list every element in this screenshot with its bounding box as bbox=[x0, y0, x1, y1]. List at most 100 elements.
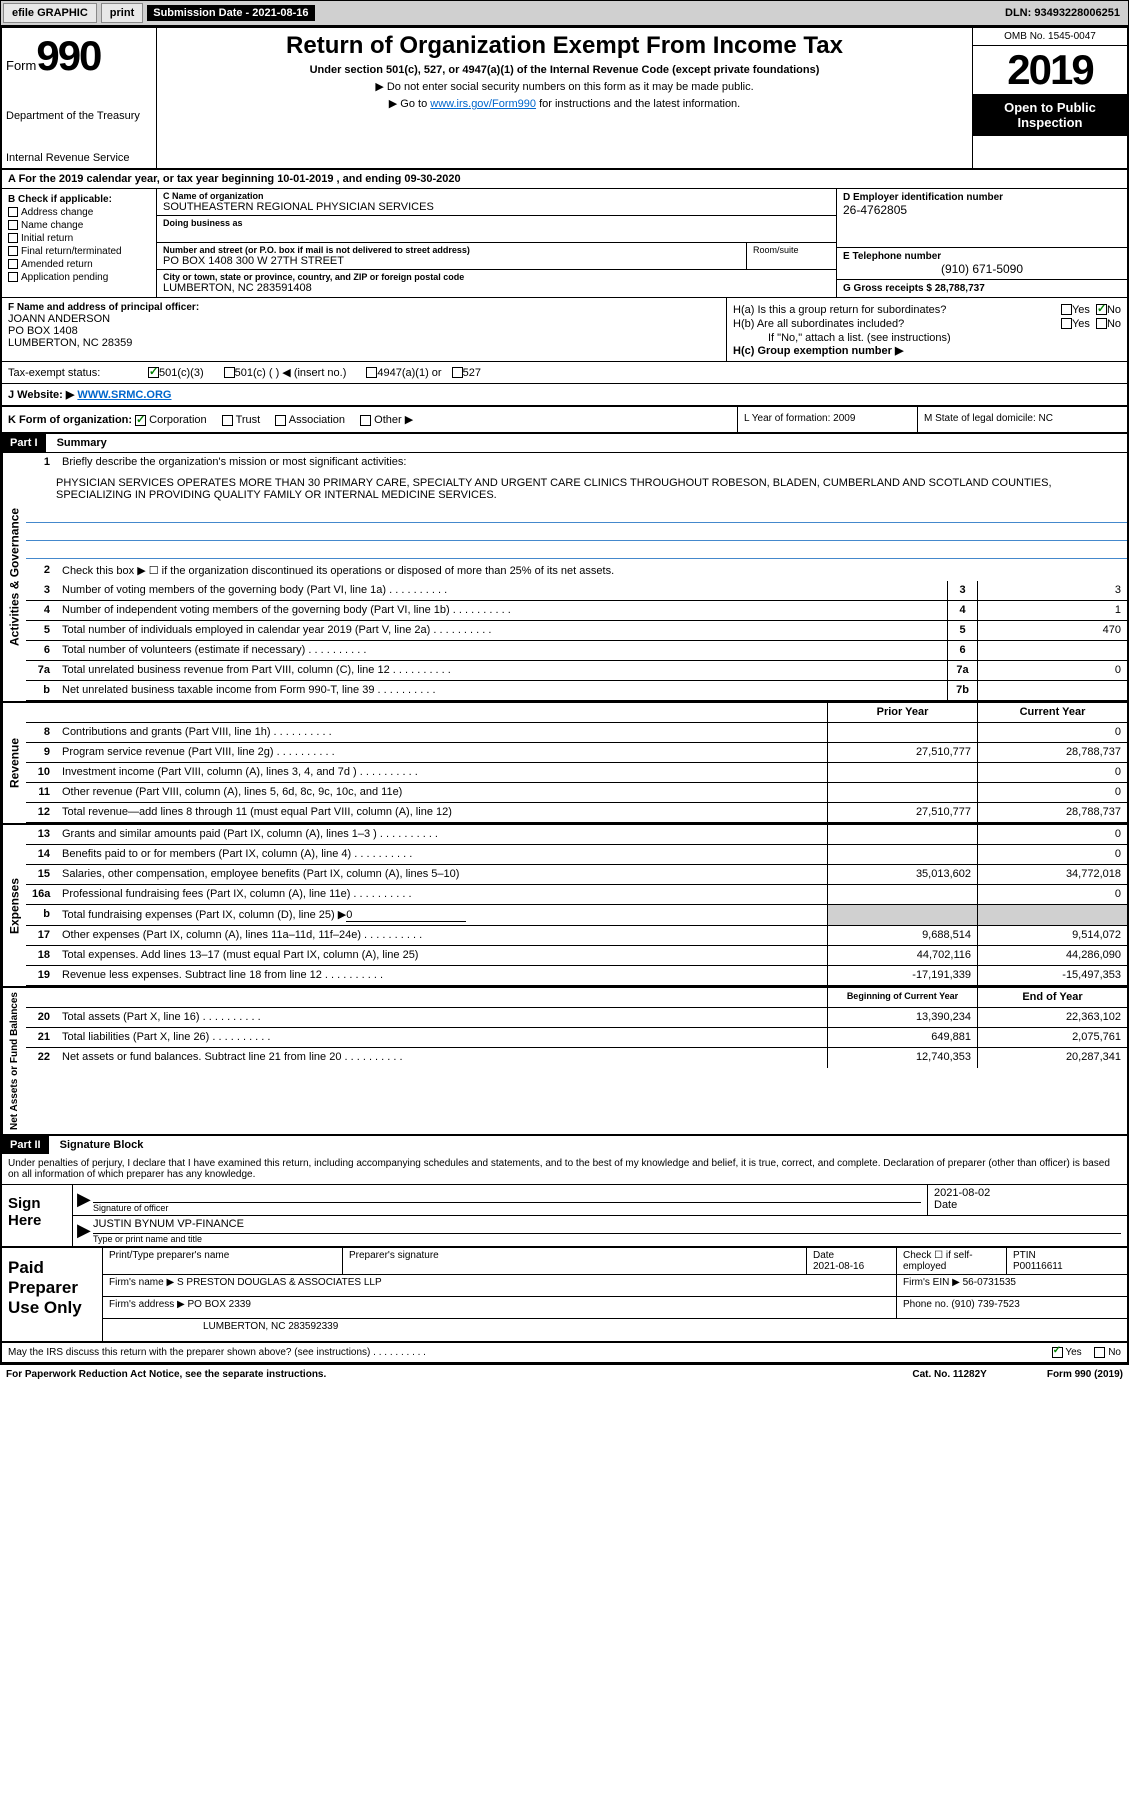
lbl-yes2: Yes bbox=[1072, 318, 1090, 330]
l7a-desc: Total unrelated business revenue from Pa… bbox=[56, 661, 947, 680]
print-button[interactable]: print bbox=[101, 3, 143, 23]
firm-addr2: LUMBERTON, NC 283592339 bbox=[103, 1319, 1127, 1341]
discuss-row: May the IRS discuss this return with the… bbox=[2, 1343, 1127, 1362]
part1-header-row: Part I Summary bbox=[2, 434, 1127, 453]
box-m: M State of legal domicile: NC bbox=[917, 407, 1127, 432]
ein-label: D Employer identification number bbox=[843, 192, 1121, 203]
l14-curr: 0 bbox=[977, 845, 1127, 864]
hc-text: H(c) Group exemption number ▶ bbox=[733, 344, 1121, 357]
box-b: B Check if applicable: Address change Na… bbox=[2, 189, 157, 297]
lbl-name-change: Name change bbox=[21, 220, 83, 231]
firm-name-label: Firm's name ▶ bbox=[109, 1277, 174, 1288]
efile-button[interactable]: efile GRAPHIC bbox=[3, 3, 97, 23]
l7b-desc: Net unrelated business taxable income fr… bbox=[56, 681, 947, 700]
cb-address[interactable] bbox=[8, 207, 18, 217]
lbl-other: Other ▶ bbox=[374, 414, 413, 426]
lbl-address-change: Address change bbox=[21, 207, 93, 218]
cb-pending[interactable] bbox=[8, 272, 18, 282]
lbl-4947: 4947(a)(1) or bbox=[377, 367, 441, 379]
header-right: OMB No. 1545-0047 2019 Open to Public In… bbox=[972, 28, 1127, 168]
l9-prior: 27,510,777 bbox=[827, 743, 977, 762]
discuss-yes-lbl: Yes bbox=[1065, 1347, 1081, 1358]
top-bar: efile GRAPHIC print Submission Date - 20… bbox=[0, 0, 1129, 26]
tel-value: (910) 671-5090 bbox=[843, 262, 1121, 276]
cb-4947[interactable] bbox=[366, 367, 377, 378]
header-center: Return of Organization Exempt From Incom… bbox=[157, 28, 972, 168]
type-name-label: Type or print name and title bbox=[93, 1234, 1121, 1244]
ha-yes[interactable] bbox=[1061, 304, 1072, 315]
cb-501c[interactable] bbox=[224, 367, 235, 378]
summary-netassets: Net Assets or Fund Balances Beginning of… bbox=[2, 988, 1127, 1136]
discuss-yes[interactable] bbox=[1052, 1347, 1063, 1358]
eoy-hdr: End of Year bbox=[977, 988, 1127, 1007]
lbl-trust: Trust bbox=[236, 414, 261, 426]
l18-prior: 44,702,116 bbox=[827, 946, 977, 965]
l5-val: 470 bbox=[977, 621, 1127, 640]
box-k: K Form of organization: Corporation Trus… bbox=[2, 407, 737, 432]
l19-desc: Revenue less expenses. Subtract line 18 … bbox=[56, 966, 827, 985]
date-label: Date bbox=[934, 1199, 1121, 1211]
l18-desc: Total expenses. Add lines 13–17 (must eq… bbox=[56, 946, 827, 965]
sign-here-row: Sign Here ▶ Signature of officer 2021-08… bbox=[2, 1184, 1127, 1246]
cb-other[interactable] bbox=[360, 415, 371, 426]
cb-amended[interactable] bbox=[8, 259, 18, 269]
officer-addr2: LUMBERTON, NC 28359 bbox=[8, 337, 720, 349]
l3-val: 3 bbox=[977, 581, 1127, 600]
l9-desc: Program service revenue (Part VIII, line… bbox=[56, 743, 827, 762]
summary-expenses: Expenses 13Grants and similar amounts pa… bbox=[2, 825, 1127, 988]
cb-final[interactable] bbox=[8, 246, 18, 256]
phone-label: Phone no. bbox=[903, 1299, 949, 1310]
officer-label: F Name and address of principal officer: bbox=[8, 302, 720, 313]
cb-initial[interactable] bbox=[8, 233, 18, 243]
l17-prior: 9,688,514 bbox=[827, 926, 977, 945]
summary-revenue: Revenue Prior YearCurrent Year 8Contribu… bbox=[2, 703, 1127, 825]
part1-title: Summary bbox=[49, 437, 107, 449]
sig-date: 2021-08-02 bbox=[934, 1187, 1121, 1199]
hb-yes[interactable] bbox=[1061, 318, 1072, 329]
l10-desc: Investment income (Part VIII, column (A)… bbox=[56, 763, 827, 782]
irs-link[interactable]: www.irs.gov/Form990 bbox=[430, 98, 536, 110]
hb-no[interactable] bbox=[1096, 318, 1107, 329]
form-number: 990 bbox=[36, 32, 100, 80]
firm-name: S PRESTON DOUGLAS & ASSOCIATES LLP bbox=[177, 1277, 382, 1288]
ha-no[interactable] bbox=[1096, 304, 1107, 315]
officer-addr1: PO BOX 1408 bbox=[8, 325, 720, 337]
period-row: A For the 2019 calendar year, or tax yea… bbox=[2, 170, 1127, 189]
open-public: Open to Public Inspection bbox=[973, 94, 1127, 136]
website-link[interactable]: WWW.SRMC.ORG bbox=[77, 389, 171, 401]
l10-prior bbox=[827, 763, 977, 782]
l2-desc: Check this box ▶ ☐ if the organization d… bbox=[56, 561, 1127, 581]
l22-desc: Net assets or fund balances. Subtract li… bbox=[56, 1048, 827, 1068]
section-fh: F Name and address of principal officer:… bbox=[2, 298, 1127, 362]
cb-trust[interactable] bbox=[222, 415, 233, 426]
l16a-curr: 0 bbox=[977, 885, 1127, 904]
summary-governance: Activities & Governance 1Briefly describ… bbox=[2, 453, 1127, 703]
street-address: PO BOX 1408 300 W 27TH STREET bbox=[163, 255, 740, 267]
form-990: Form 990 Department of the Treasury Inte… bbox=[0, 26, 1129, 1364]
lbl-no2: No bbox=[1107, 318, 1121, 330]
dept-treasury: Department of the Treasury bbox=[6, 110, 152, 122]
declaration: Under penalties of perjury, I declare th… bbox=[2, 1154, 1127, 1184]
firm-addr1: PO BOX 2339 bbox=[188, 1299, 251, 1310]
cb-assoc[interactable] bbox=[275, 415, 286, 426]
l8-prior bbox=[827, 723, 977, 742]
cb-name[interactable] bbox=[8, 220, 18, 230]
discuss-text: May the IRS discuss this return with the… bbox=[8, 1347, 426, 1358]
tel-label: E Telephone number bbox=[843, 251, 1121, 262]
cb-corp[interactable] bbox=[135, 415, 146, 426]
cb-501c3[interactable] bbox=[148, 367, 159, 378]
l22-prior: 12,740,353 bbox=[827, 1048, 977, 1068]
submission-date-label: Submission Date - 2021-08-16 bbox=[147, 5, 314, 21]
l19-curr: -15,497,353 bbox=[977, 966, 1127, 985]
section-klm: K Form of organization: Corporation Trus… bbox=[2, 407, 1127, 434]
l14-prior bbox=[827, 845, 977, 864]
l5-desc: Total number of individuals employed in … bbox=[56, 621, 947, 640]
section-bcd: B Check if applicable: Address change Na… bbox=[2, 189, 1127, 298]
ha-text: H(a) Is this a group return for subordin… bbox=[733, 304, 1061, 316]
ptin-value: P00116611 bbox=[1013, 1261, 1063, 1272]
part2-header-row: Part II Signature Block bbox=[2, 1136, 1127, 1154]
discuss-no[interactable] bbox=[1094, 1347, 1105, 1358]
cb-527[interactable] bbox=[452, 367, 463, 378]
phone-value: (910) 739-7523 bbox=[951, 1299, 1019, 1310]
ein-value: 26-4762805 bbox=[843, 203, 1121, 217]
